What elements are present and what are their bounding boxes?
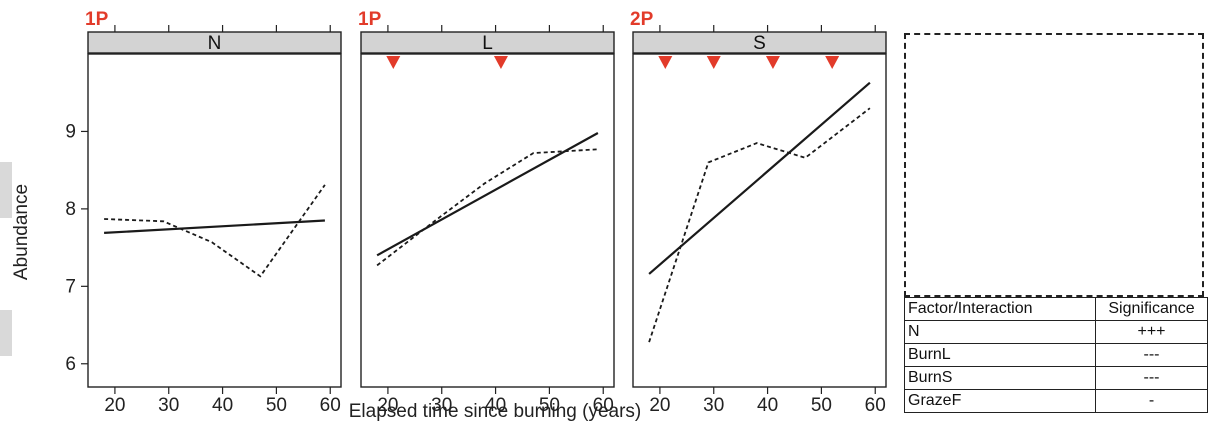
facet-strip-label: S: [753, 33, 766, 54]
plot-frame: [87, 53, 342, 388]
x-tick-label: 50: [266, 395, 287, 416]
fitted-trend-line: [104, 219, 325, 234]
table-cell-significance: ---: [1095, 343, 1208, 367]
x-axis-label: Elapsed time since burning (years): [349, 401, 642, 422]
table-cell-significance: +++: [1095, 320, 1208, 344]
fitted-trend-line: [648, 81, 871, 275]
left-edge-decoration-top: [0, 162, 12, 218]
x-tick-label: 20: [377, 395, 398, 416]
red-triangle-marker: [493, 56, 508, 69]
x-tick-label: 30: [158, 395, 179, 416]
x-tick-label: 60: [593, 395, 614, 416]
table-cell-factor: BurnS: [904, 366, 1096, 390]
x-tick-label: 40: [485, 395, 506, 416]
x-tick-label: 20: [104, 395, 125, 416]
facet-panel-L: L 1P 20 30 40 50 60: [358, 9, 615, 416]
x-tick-label: 50: [539, 395, 560, 416]
table-header-row: Factor/Interaction Significance: [904, 297, 1208, 321]
table-cell-significance: -: [1095, 389, 1208, 413]
y-tick-label: 6: [65, 354, 76, 375]
panel-code-label: 2P: [630, 9, 654, 30]
observed-dashed-line: [648, 107, 871, 343]
red-triangle-marker: [658, 56, 673, 69]
y-tick-label: 8: [65, 199, 76, 220]
y-tick-label: 7: [65, 276, 76, 297]
left-edge-decoration-bottom: [0, 310, 12, 356]
x-tick-label: 60: [865, 395, 886, 416]
red-triangle-marker: [386, 56, 401, 69]
x-tick-label: 30: [431, 395, 452, 416]
table-cell-factor: N: [904, 320, 1096, 344]
table-row: BurnL ---: [904, 343, 1208, 367]
facet-strip-label: L: [482, 33, 493, 54]
table-cell-factor: BurnL: [904, 343, 1096, 367]
x-tick-label: 20: [649, 395, 670, 416]
fitted-trend-line: [376, 132, 599, 257]
facet-panel-S: S 2P 20 30 40 50 60: [630, 9, 887, 416]
observed-dashed-line: [104, 184, 326, 278]
x-tick-label: 50: [811, 395, 832, 416]
red-triangle-marker: [765, 56, 780, 69]
x-tick-label: 40: [757, 395, 778, 416]
facet-strip: [360, 31, 615, 54]
table-header-significance: Significance: [1095, 297, 1208, 321]
x-tick-label: 60: [320, 395, 341, 416]
empty-dashed-panel: [904, 33, 1204, 297]
panel-code-label: 1P: [358, 9, 382, 30]
red-triangle-marker: [706, 56, 721, 69]
facet-panel-N: N 1P 20 30 40 50 60 6 7 8 9: [65, 9, 342, 416]
y-tick-label: 9: [65, 121, 76, 142]
table-header-factor: Factor/Interaction: [904, 297, 1096, 321]
table-row: GrazeF -: [904, 389, 1208, 413]
facet-strip: [632, 31, 887, 54]
table-cell-significance: ---: [1095, 366, 1208, 390]
table-row: N +++: [904, 320, 1208, 344]
table-row: BurnS ---: [904, 366, 1208, 390]
y-axis-label: Abundance: [11, 184, 32, 280]
panels-layer: N 1P 20 30 40 50 60 6 7 8 9 L 1P 20 30 40 50 60 S 2P 20 30 40 5…: [65, 9, 887, 416]
plot-frame: [632, 53, 887, 388]
x-tick-label: 30: [703, 395, 724, 416]
facet-strip-label: N: [208, 33, 222, 54]
panel-code-label: 1P: [85, 9, 109, 30]
x-tick-label: 40: [212, 395, 233, 416]
red-triangle-marker: [825, 56, 840, 69]
facet-strip: [87, 31, 342, 54]
plot-frame: [360, 53, 615, 388]
observed-dashed-line: [376, 148, 598, 267]
table-cell-factor: GrazeF: [904, 389, 1096, 413]
significance-table: Factor/Interaction Significance N +++ Bu…: [904, 297, 1208, 413]
